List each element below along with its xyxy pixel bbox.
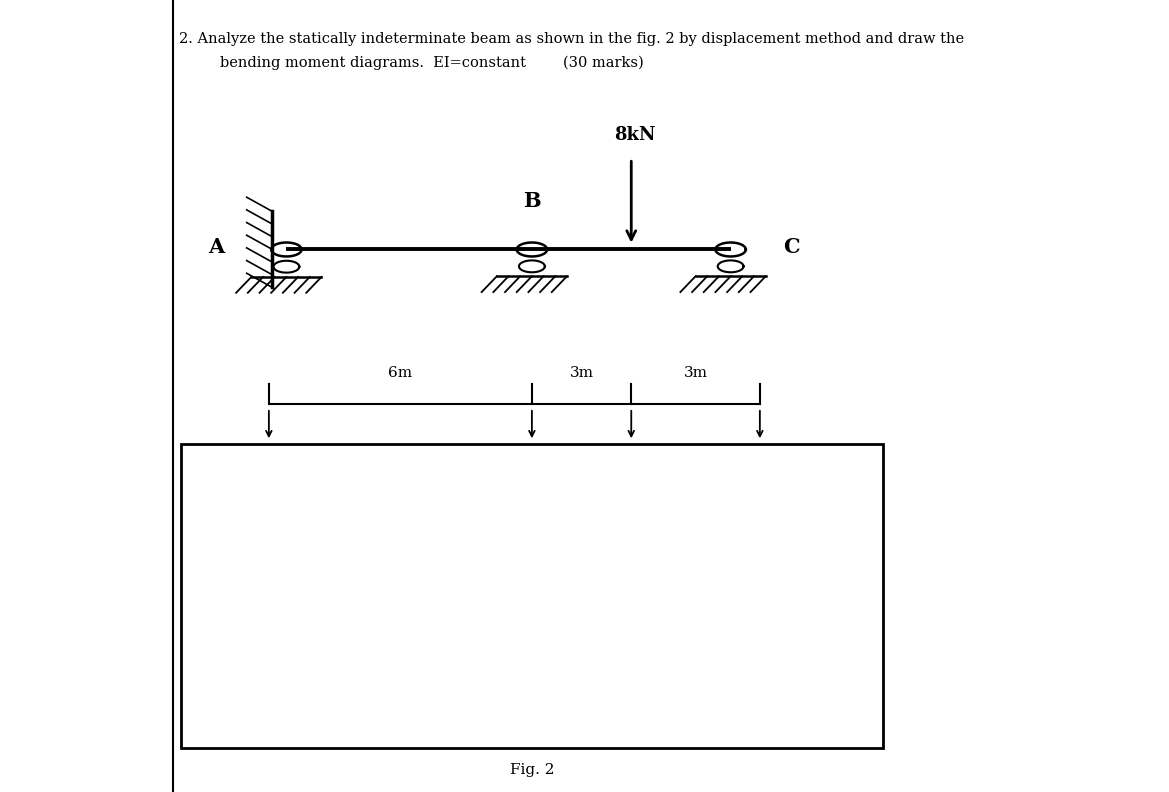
Text: 2. Analyze the statically indeterminate beam as shown in the fig. 2 by displacem: 2. Analyze the statically indeterminate …	[179, 32, 964, 46]
Text: 3m: 3m	[684, 366, 707, 380]
Text: C: C	[783, 237, 800, 257]
Text: A: A	[208, 237, 224, 257]
Text: 6m: 6m	[388, 366, 413, 380]
Text: Fig. 2: Fig. 2	[510, 763, 554, 777]
Text: bending moment diagrams.  EI=constant        (30 marks): bending moment diagrams. EI=constant (30…	[220, 55, 643, 70]
Text: 8kN: 8kN	[614, 126, 656, 144]
Bar	[181, 444, 883, 748]
Text: 3m: 3m	[569, 366, 594, 380]
Text: B: B	[523, 192, 541, 211]
